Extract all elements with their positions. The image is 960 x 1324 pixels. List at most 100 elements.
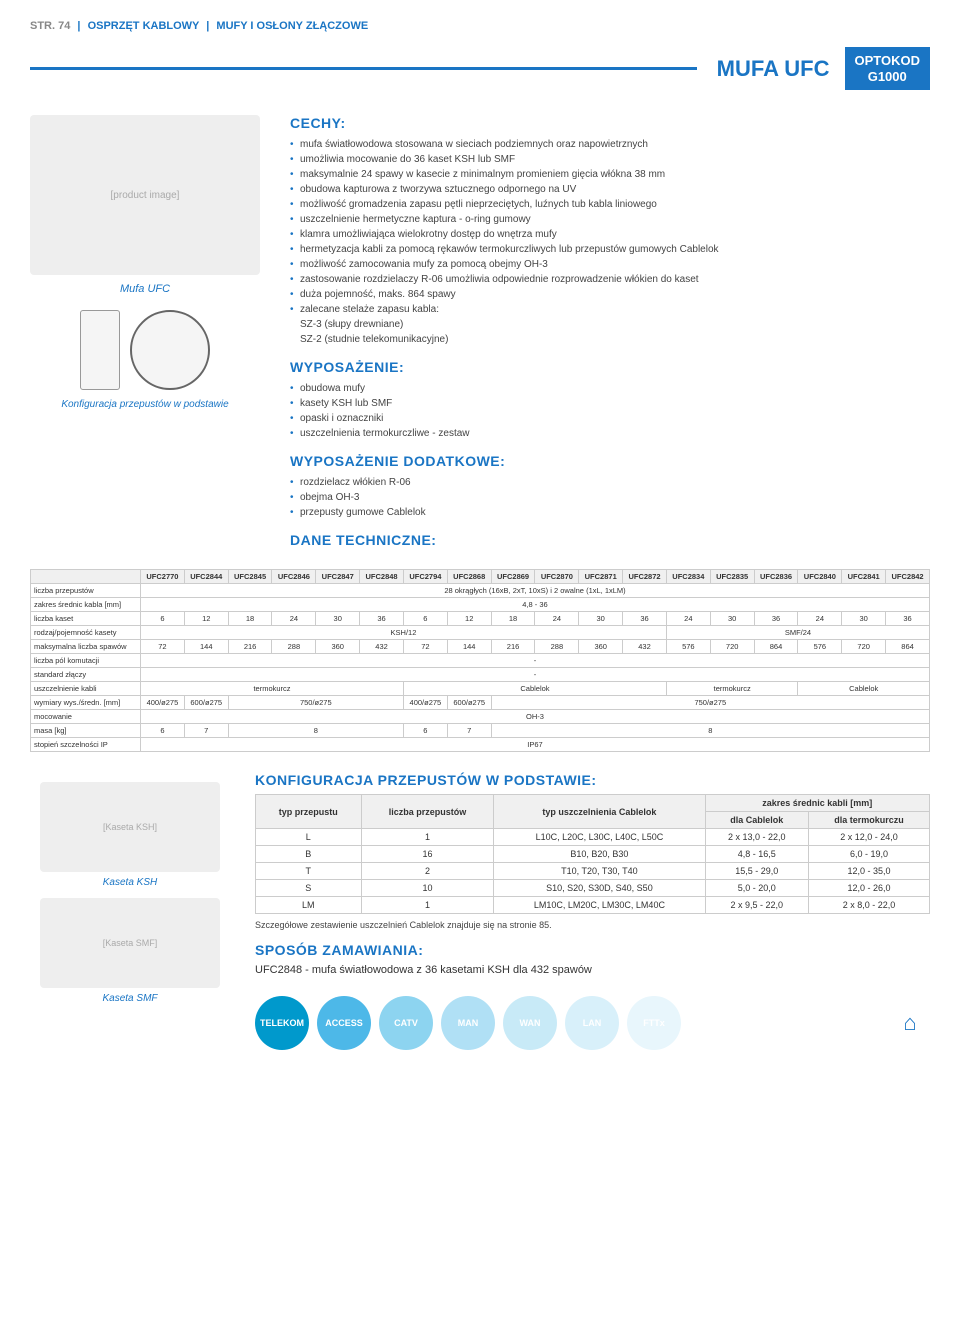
table-cell: 12,0 - 26,0: [808, 880, 929, 897]
list-item: maksymalnie 24 spawy w kasecie z minimal…: [290, 167, 930, 182]
table-header: UFC2868: [447, 570, 491, 584]
kaseta-ksh-image: [Kaseta KSH]: [40, 782, 220, 872]
table-cell: KSH/12: [141, 626, 667, 640]
table-header: UFC2834: [666, 570, 710, 584]
table-cell: 2 x 13,0 - 22,0: [705, 829, 808, 846]
cechy-sub2: SZ-2 (studnie telekomunikacyjne): [290, 332, 930, 347]
home-icon: ⌂: [890, 1003, 930, 1043]
table-cell: OH-3: [141, 710, 930, 724]
section-dane-tech-title: DANE TECHNICZNE:: [290, 532, 930, 548]
wyposazenie-list: obudowa mufykasety KSH lub SMFopaski i o…: [290, 381, 930, 441]
table-header: dla Cablelok: [705, 812, 808, 829]
table-cell: S10, S20, S30D, S40, S50: [494, 880, 705, 897]
table-cell: termokurcz: [141, 682, 404, 696]
table-header: liczba przepustów: [361, 795, 494, 829]
row-label: mocowanie: [31, 710, 141, 724]
table-cell: 8: [228, 724, 403, 738]
table-header: UFC2848: [360, 570, 404, 584]
list-item: mufa światłowodowa stosowana w sieciach …: [290, 137, 930, 152]
tags-row: TELEKOMACCESSCATVMANWANLANFTTx⌂: [255, 996, 930, 1050]
table-cell: 400/ø275: [403, 696, 447, 710]
table-cell: 30: [579, 612, 623, 626]
table-cell: 24: [535, 612, 579, 626]
table-cell: 6: [141, 724, 185, 738]
table-cell: 4,8 - 36: [141, 598, 930, 612]
table-cell: -: [141, 668, 930, 682]
table-cell: 24: [798, 612, 842, 626]
table-header: UFC2770: [141, 570, 185, 584]
table-cell: 144: [447, 640, 491, 654]
table-cell: LM10C, LM20C, LM30C, LM40C: [494, 897, 705, 914]
table-cell: B10, B20, B30: [494, 846, 705, 863]
table-header: typ uszczelnienia Cablelok: [494, 795, 705, 829]
table-header: UFC2835: [710, 570, 754, 584]
list-item: możliwość zamocowania mufy za pomocą obe…: [290, 257, 930, 272]
table-cell: 7: [447, 724, 491, 738]
list-item: zastosowanie rozdzielaczy R-06 umożliwia…: [290, 272, 930, 287]
config-table: typ przepustuliczba przepustówtyp uszcze…: [255, 794, 930, 914]
category-tag: LAN: [565, 996, 619, 1050]
table-header: UFC2794: [403, 570, 447, 584]
list-item: zalecane stelaże zapasu kabla:: [290, 302, 930, 317]
list-item: obudowa mufy: [290, 381, 930, 396]
section-cechy-title: CECHY:: [290, 115, 930, 131]
row-label: liczba przepustów: [31, 584, 141, 598]
table-header: UFC2871: [579, 570, 623, 584]
table-cell: Cablelok: [798, 682, 930, 696]
list-item: hermetyzacja kabli za pomocą rękawów ter…: [290, 242, 930, 257]
list-item: opaski i oznaczniki: [290, 411, 930, 426]
table-cell: 16: [361, 846, 494, 863]
table-cell: 720: [710, 640, 754, 654]
table-cell: LM: [256, 897, 362, 914]
table-cell: 24: [666, 612, 710, 626]
table-cell: 8: [491, 724, 929, 738]
table-cell: 36: [360, 612, 404, 626]
row-label: liczba kaset: [31, 612, 141, 626]
table-header: UFC2844: [184, 570, 228, 584]
category-tag: ACCESS: [317, 996, 371, 1050]
table-cell: 432: [360, 640, 404, 654]
table-cell: 576: [666, 640, 710, 654]
table-cell: 576: [798, 640, 842, 654]
list-item: możliwość gromadzenia zapasu pętli niepr…: [290, 197, 930, 212]
table-cell: 15,5 - 29,0: [705, 863, 808, 880]
table-cell: 360: [579, 640, 623, 654]
category-tag: TELEKOM: [255, 996, 309, 1050]
table-cell: 36: [886, 612, 930, 626]
table-header: UFC2847: [316, 570, 360, 584]
category-tag: WAN: [503, 996, 557, 1050]
table-cell: 18: [491, 612, 535, 626]
table-cell: L: [256, 829, 362, 846]
table-header: UFC2836: [754, 570, 798, 584]
row-label: stopień szczelności IP: [31, 738, 141, 752]
table-cell: 28 okrągłych (16xB, 2xT, 10xS) i 2 owaln…: [141, 584, 930, 598]
table-cell: 864: [886, 640, 930, 654]
table-header: dla termokurczu: [808, 812, 929, 829]
table-cell: 12: [447, 612, 491, 626]
table-cell: 30: [710, 612, 754, 626]
page-title: MUFA UFC: [717, 56, 830, 82]
table-header: UFC2841: [842, 570, 886, 584]
table-cell: L10C, L20C, L30C, L40C, L50C: [494, 829, 705, 846]
category-tag: CATV: [379, 996, 433, 1050]
table-cell: 2 x 12,0 - 24,0: [808, 829, 929, 846]
table-cell: -: [141, 654, 930, 668]
list-item: duża pojemność, maks. 864 spawy: [290, 287, 930, 302]
table-cell: IP67: [141, 738, 930, 752]
table-cell: 30: [842, 612, 886, 626]
table-cell: 1: [361, 829, 494, 846]
product-image: [product image]: [30, 115, 260, 275]
table-cell: 24: [272, 612, 316, 626]
table-header: UFC2872: [623, 570, 667, 584]
cechy-sub1: SZ-3 (słupy drewniane): [290, 317, 930, 332]
table-header: UFC2845: [228, 570, 272, 584]
table-cell: 144: [184, 640, 228, 654]
row-label: maksymalna liczba spawów: [31, 640, 141, 654]
table-cell: 18: [228, 612, 272, 626]
breadcrumb: STR. 74 | OSPRZĘT KABLOWY | MUFY I OSŁON…: [30, 20, 930, 32]
table-cell: 4,8 - 16,5: [705, 846, 808, 863]
list-item: klamra umożliwiająca wielokrotny dostęp …: [290, 227, 930, 242]
section-sposob-title: SPOSÓB ZAMAWIANIA:: [255, 942, 930, 958]
row-label: zakres średnic kabla [mm]: [31, 598, 141, 612]
table-header: UFC2846: [272, 570, 316, 584]
